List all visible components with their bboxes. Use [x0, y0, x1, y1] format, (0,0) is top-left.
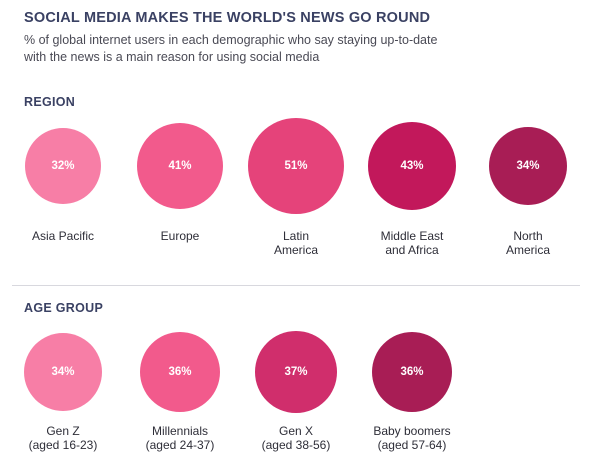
region-bubble-label: Latin America [273, 229, 318, 257]
region-bubble-value: 43% [400, 159, 424, 172]
region-bubble: 51% [248, 118, 344, 214]
region-bubble-label: North America [505, 229, 550, 257]
region-bubble: 32% [24, 127, 101, 204]
age-section-title: AGE GROUP [24, 301, 104, 315]
region-bubble: 34% [488, 126, 568, 206]
region-section-title: REGION [24, 95, 76, 109]
age-bubble-label: Millennials (aged 24-37) [145, 424, 215, 452]
section-divider [12, 285, 580, 286]
region-bubble-value: 51% [284, 160, 308, 172]
age-bubble-label: Baby boomers (aged 57-64) [373, 424, 451, 452]
chart-subtitle: % of global internet users in each demog… [24, 33, 438, 64]
region-bubble: 43% [367, 121, 457, 211]
chart-title: SOCIAL MEDIA MAKES THE WORLD'S NEWS GO R… [24, 10, 431, 26]
region-bubble-label: Middle East and Africa [380, 229, 444, 257]
age-bubble: 37% [255, 331, 337, 413]
age-bubble-value: 34% [51, 365, 75, 378]
region-bubble-value: 34% [516, 159, 540, 172]
age-bubble: 36% [139, 331, 221, 413]
region-bubble: 41% [136, 122, 224, 210]
age-bubble: 34% [23, 332, 103, 412]
region-bubble-value: 41% [168, 159, 192, 172]
region-bubble-value: 32% [51, 159, 75, 172]
age-bubble-label: Gen X (aged 38-56) [261, 424, 331, 452]
age-bubble-value: 36% [168, 365, 192, 378]
age-bubble-value: 37% [284, 365, 308, 378]
region-bubble-label: Europe [160, 229, 200, 243]
age-bubble-label: Gen Z (aged 16-23) [28, 424, 98, 452]
age-bubble: 36% [371, 331, 453, 413]
region-bubble-label: Asia Pacific [31, 229, 95, 243]
age-bubble-value: 36% [400, 365, 424, 378]
